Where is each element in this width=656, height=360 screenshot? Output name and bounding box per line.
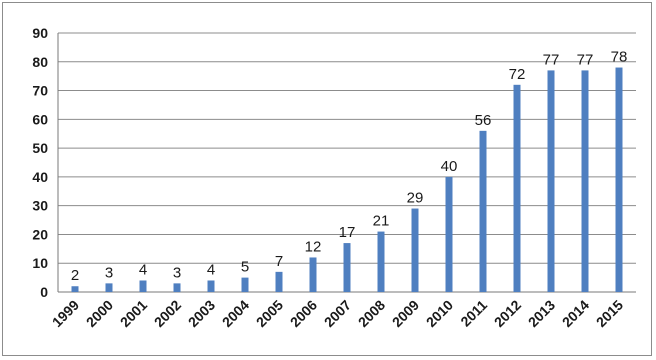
bar — [479, 130, 487, 292]
data-label: 40 — [441, 158, 458, 175]
y-tick-label: 60 — [32, 111, 48, 127]
gridlines — [58, 32, 636, 264]
data-label: 77 — [577, 51, 594, 68]
data-label: 56 — [475, 112, 492, 129]
data-label: 3 — [105, 264, 113, 281]
x-tick-label: 2010 — [423, 297, 456, 330]
data-label: 78 — [611, 49, 628, 66]
data-label: 2 — [71, 267, 79, 284]
y-tick-label: 80 — [32, 54, 48, 70]
bar — [309, 257, 317, 292]
x-tick-label: 2008 — [355, 297, 388, 330]
x-tick-label: 2001 — [117, 297, 150, 330]
x-tick-label: 2002 — [151, 297, 184, 330]
bar — [275, 271, 283, 292]
x-tick-label: 2000 — [83, 297, 116, 330]
x-tick-label: 2012 — [491, 297, 524, 330]
data-label: 12 — [305, 238, 322, 255]
data-labels: 2 3 4 3 4 5 7 12 17 21 29 40 56 72 77 77 78 — [71, 49, 628, 285]
chart-frame — [2, 2, 652, 356]
bar — [445, 176, 453, 292]
y-tick-label: 70 — [32, 83, 48, 99]
x-tick-label: 2005 — [253, 297, 286, 330]
x-tick-label: 2013 — [525, 297, 558, 330]
x-tick-label: 2004 — [219, 297, 252, 330]
x-tick-label: 2006 — [287, 297, 320, 330]
bar — [411, 208, 419, 292]
data-label: 7 — [275, 253, 283, 270]
bar — [71, 286, 79, 292]
y-tick-label: 20 — [32, 226, 48, 242]
y-axis-tick-labels: 0 10 20 30 40 50 60 70 80 90 — [32, 25, 48, 300]
bar — [615, 67, 623, 293]
x-tick-label: 2003 — [185, 297, 218, 330]
x-tick-label: 2009 — [389, 297, 422, 330]
bar — [173, 283, 181, 292]
bar — [581, 70, 589, 293]
y-tick-label: 0 — [40, 284, 48, 300]
data-label: 21 — [373, 213, 390, 230]
data-label: 4 — [139, 261, 147, 278]
bars — [71, 67, 623, 293]
x-tick-label: 2011 — [457, 297, 490, 330]
x-axis-tick-labels: 1999 2000 2001 2002 2003 2004 2005 2006 2007 2008… — [49, 297, 626, 330]
bar — [139, 280, 147, 292]
bar — [207, 280, 215, 292]
data-label: 17 — [339, 224, 356, 241]
data-label: 4 — [207, 261, 215, 278]
y-tick-label: 10 — [32, 255, 48, 271]
data-label: 72 — [509, 66, 526, 83]
y-tick-label: 50 — [32, 140, 48, 156]
bar — [105, 283, 113, 292]
bar — [377, 231, 385, 292]
y-tick-label: 30 — [32, 198, 48, 214]
x-tick-label: 1999 — [49, 297, 82, 330]
data-label: 5 — [241, 259, 249, 276]
bar — [547, 70, 555, 293]
x-tick-label: 2015 — [593, 297, 626, 330]
data-label: 29 — [407, 190, 424, 207]
y-tick-label: 40 — [32, 169, 48, 185]
bar — [241, 277, 249, 292]
x-tick-label: 2014 — [559, 297, 592, 330]
x-tick-label: 2007 — [321, 297, 354, 330]
bar — [343, 243, 351, 292]
data-label: 3 — [173, 264, 181, 281]
y-tick-label: 90 — [32, 25, 48, 41]
data-label: 77 — [543, 51, 560, 68]
bar — [513, 84, 521, 292]
